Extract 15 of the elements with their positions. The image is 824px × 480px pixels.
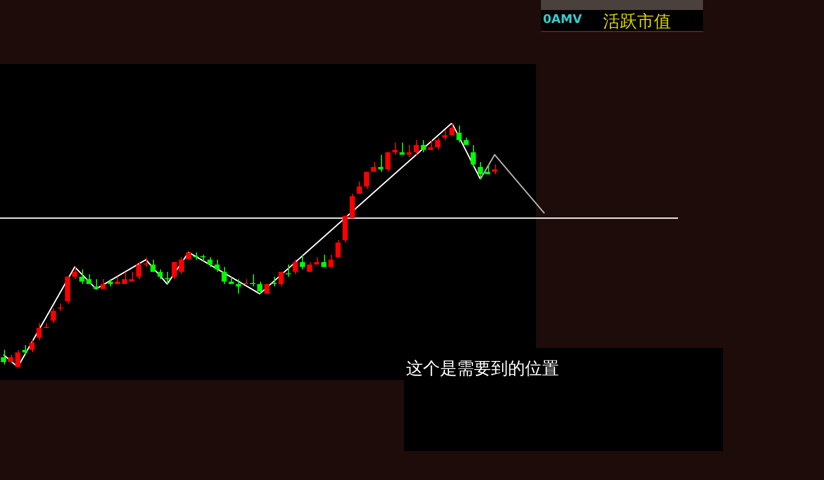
- candlestick: [442, 130, 448, 141]
- candlestick: [378, 154, 384, 172]
- candlestick: [435, 137, 440, 150]
- candlestick: [286, 264, 291, 278]
- candlestick: [164, 271, 170, 285]
- candlestick: [108, 278, 113, 287]
- text: 活跃市值: [603, 11, 671, 33]
- candlestick: [257, 281, 262, 294]
- candlestick: [228, 276, 234, 285]
- candlestick: [100, 278, 106, 290]
- candlestick: [193, 252, 198, 260]
- candlestick: [314, 256, 320, 266]
- text: 0AMV: [543, 12, 582, 26]
- annotation: 这个是需要到的位置: [406, 358, 559, 380]
- candlestick: [44, 322, 49, 328]
